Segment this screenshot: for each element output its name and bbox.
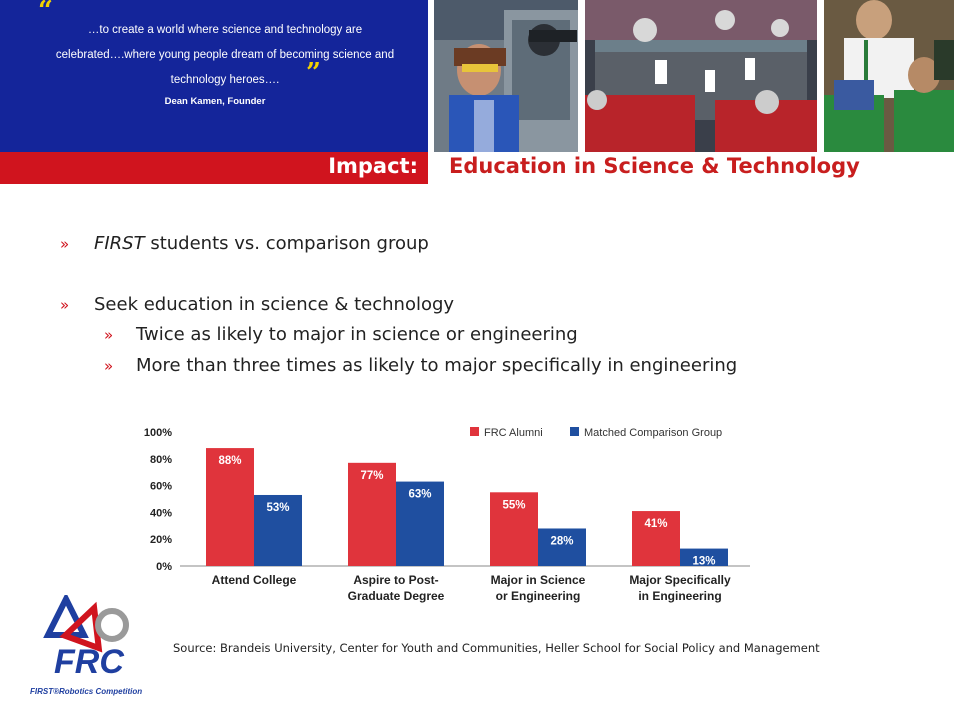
slide-title: Education in Science & Technology — [449, 154, 860, 178]
data-label: 13% — [692, 556, 715, 568]
bar-frc-alumni — [632, 511, 680, 566]
legend-label: Matched Comparison Group — [584, 427, 722, 439]
y-tick-label: 80% — [150, 454, 172, 466]
logo-caption: FIRST®Robotics Competition — [30, 687, 142, 696]
bar-comparison-group — [680, 548, 728, 566]
impact-label: Impact: — [328, 154, 418, 178]
x-tick-label: Major in Science — [491, 573, 586, 587]
bar-comparison-group — [538, 528, 586, 566]
bar-frc-alumni — [348, 462, 396, 566]
legend-swatch — [570, 427, 579, 436]
x-tick-label: Attend College — [212, 573, 297, 587]
first-emphasis: FIRST — [94, 233, 145, 254]
photo-student-robot — [434, 0, 578, 152]
bullet-text: students vs. comparison group — [144, 233, 429, 254]
data-label: 53% — [266, 502, 289, 514]
data-label: 63% — [408, 489, 431, 501]
bullet-text: Seek education in science & technology — [94, 294, 455, 315]
y-tick-label: 20% — [150, 534, 172, 546]
y-tick-label: 40% — [150, 507, 172, 519]
data-label: 88% — [218, 455, 241, 467]
data-label: 77% — [360, 470, 383, 482]
bar-comparison-group — [254, 494, 302, 566]
quote-author: Dean Kamen, Founder — [164, 96, 266, 107]
bullet-marker: » — [104, 326, 114, 344]
x-tick-label: in Engineering — [638, 589, 721, 603]
y-tick-label: 0% — [156, 561, 172, 573]
photo-competition-arena — [585, 0, 817, 152]
bar-frc-alumni — [490, 492, 538, 566]
bullet-marker: » — [104, 357, 114, 375]
x-tick-label: Aspire to Post- — [353, 573, 438, 587]
frc-logo: FRC FIRST®Robotics Competition — [24, 592, 164, 700]
quote-text: …to create a world where science and tec… — [55, 24, 395, 86]
photo-team-members — [824, 0, 954, 152]
sub-bullet-text: More than three times as likely to major… — [136, 355, 738, 376]
data-label: 28% — [550, 535, 573, 547]
x-tick-label: or Engineering — [496, 589, 581, 603]
bar-chart: 0% 20% 40% 60% 80% 100% 88% 53% Attend College 77… — [144, 427, 750, 603]
quote-box: “ …to create a world where science and t… — [0, 0, 428, 152]
bar-frc-alumni — [206, 448, 254, 566]
legend-label: FRC Alumni — [484, 427, 543, 439]
close-quote-mark: ” — [306, 58, 321, 88]
bullet-marker: » — [60, 296, 70, 314]
data-label: 41% — [644, 518, 667, 530]
y-tick-label: 60% — [150, 481, 172, 493]
logo-text: FRC — [54, 643, 124, 681]
sub-bullet-text: Twice as likely to major in science or e… — [136, 324, 578, 345]
x-tick-label: Major Specifically — [629, 573, 731, 587]
impact-band: Impact: — [0, 152, 428, 184]
legend-swatch — [470, 427, 479, 436]
bullet-marker: » — [60, 235, 70, 253]
x-tick-label: Graduate Degree — [348, 589, 445, 603]
frc-logo-icon: FRC FIRST®Robotics Competition — [30, 592, 142, 696]
bar-comparison-group — [396, 481, 444, 566]
open-quote-mark: “ — [38, 0, 53, 26]
data-label: 55% — [502, 499, 525, 511]
y-tick-label: 100% — [144, 427, 172, 439]
source-citation: Source: Brandeis University, Center for … — [173, 641, 820, 655]
